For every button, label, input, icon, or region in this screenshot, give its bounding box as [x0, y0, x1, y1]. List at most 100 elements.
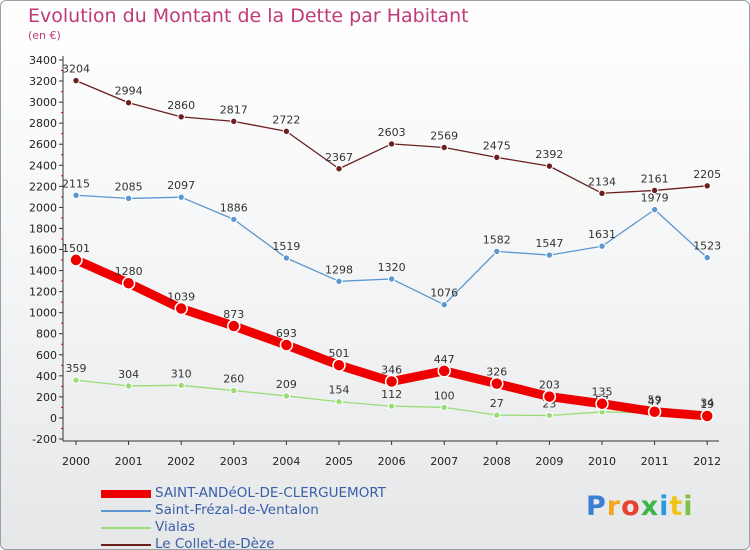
- legend-swatch: [101, 490, 151, 498]
- y-tick-label: 3400: [29, 54, 57, 67]
- data-point: [650, 205, 659, 214]
- data-point: [542, 389, 557, 404]
- data-point: [121, 276, 136, 290]
- data-label: 447: [434, 353, 455, 366]
- data-label: 1039: [167, 291, 195, 304]
- data-point: [700, 409, 714, 423]
- y-tick-label: 2200: [29, 180, 57, 193]
- x-tick-label: 2011: [641, 455, 669, 468]
- x-tick-label: 2001: [115, 455, 143, 468]
- x-tick-label: 2005: [325, 455, 353, 468]
- x-tick-label: 2002: [167, 455, 195, 468]
- data-point: [335, 165, 343, 173]
- y-tick-label: 600: [36, 349, 57, 362]
- y-tick-label: 1400: [29, 265, 57, 278]
- data-label: 326: [486, 366, 507, 379]
- data-point: [440, 300, 448, 309]
- data-point: [387, 402, 396, 410]
- data-point: [177, 193, 185, 201]
- y-tick-label: -200: [32, 433, 57, 446]
- y-tick-label: 2800: [29, 117, 57, 130]
- data-point: [493, 411, 501, 419]
- data-label: 135: [592, 386, 613, 399]
- data-label: 1519: [272, 240, 300, 253]
- y-tick-label: 3200: [29, 75, 57, 88]
- data-label: 2994: [115, 85, 143, 98]
- data-label: 2085: [115, 180, 143, 193]
- y-tick-label: 1600: [29, 244, 57, 257]
- data-label: 1631: [588, 228, 616, 241]
- data-point: [124, 194, 133, 203]
- data-label: 310: [171, 367, 192, 380]
- data-label: 2115: [62, 177, 90, 190]
- data-label: 203: [539, 379, 560, 392]
- legend-label: Vialas: [155, 519, 196, 535]
- y-tick-label: 3000: [29, 96, 57, 109]
- data-label: 2817: [220, 103, 248, 116]
- data-point: [387, 275, 396, 283]
- data-label: 27: [490, 397, 504, 410]
- data-label: 1501: [62, 242, 90, 255]
- logo-letter: i: [659, 491, 670, 522]
- data-point: [598, 189, 606, 197]
- proxiti-logo: Proxiti: [586, 491, 694, 522]
- data-label: 154: [329, 384, 350, 397]
- data-label: 2722: [272, 113, 300, 126]
- data-point: [387, 140, 396, 148]
- data-point: [72, 191, 80, 199]
- data-label: 100: [434, 389, 455, 402]
- data-point: [440, 403, 448, 412]
- x-tick-label: 2004: [272, 455, 300, 468]
- data-point: [230, 117, 238, 126]
- data-point: [332, 358, 346, 372]
- x-tick-label: 2010: [588, 455, 616, 468]
- logo-letter: r: [606, 491, 622, 522]
- data-point: [703, 182, 711, 190]
- legend-label: SAINT-ANDéOL-DE-CLERGUEMORT: [155, 485, 386, 501]
- data-label: 1979: [641, 192, 669, 205]
- data-point: [69, 253, 83, 267]
- data-point: [493, 247, 501, 256]
- data-point: [335, 277, 343, 285]
- y-tick-label: 2000: [29, 201, 57, 214]
- data-label: 1523: [693, 240, 721, 253]
- y-tick-label: 1800: [29, 222, 57, 235]
- legend-label: Saint-Frézal-de-Ventalon: [155, 502, 319, 518]
- x-tick-label: 2008: [483, 455, 511, 468]
- data-point: [545, 411, 554, 420]
- y-tick-label: 400: [36, 370, 57, 383]
- logo-letter: x: [640, 491, 660, 522]
- y-tick-label: 200: [36, 391, 57, 404]
- series-line-saint-fr-zal-de-ventalon: [75, 194, 708, 306]
- data-label: 1582: [483, 233, 511, 246]
- data-point: [177, 381, 185, 390]
- data-label: 209: [276, 378, 297, 391]
- data-label: 2205: [693, 168, 721, 181]
- y-tick-label: 2600: [29, 138, 57, 151]
- chart-title: Evolution du Montant de la Dette par Hab…: [28, 5, 469, 27]
- data-point: [230, 386, 238, 395]
- data-point: [598, 242, 606, 250]
- data-label: 1547: [535, 237, 563, 250]
- y-tick-label: 1200: [29, 286, 57, 299]
- x-tick-label: 2007: [430, 455, 458, 468]
- data-point: [72, 76, 80, 85]
- data-label: 501: [329, 347, 350, 360]
- y-tick-label: 2400: [29, 159, 57, 172]
- data-point: [384, 374, 399, 389]
- data-label: 3204: [62, 63, 90, 76]
- logo-letter: o: [621, 491, 641, 522]
- data-point: [230, 215, 238, 224]
- x-tick-label: 2003: [220, 455, 248, 468]
- data-point: [282, 127, 291, 136]
- data-point: [440, 143, 448, 152]
- data-point: [227, 319, 241, 333]
- data-point: [650, 186, 659, 195]
- data-label: 59: [648, 394, 662, 407]
- logo-letter: t: [669, 491, 684, 522]
- data-label: 693: [276, 327, 297, 340]
- data-point: [335, 398, 343, 406]
- y-tick-label: 0: [50, 412, 57, 425]
- data-label: 112: [381, 388, 402, 401]
